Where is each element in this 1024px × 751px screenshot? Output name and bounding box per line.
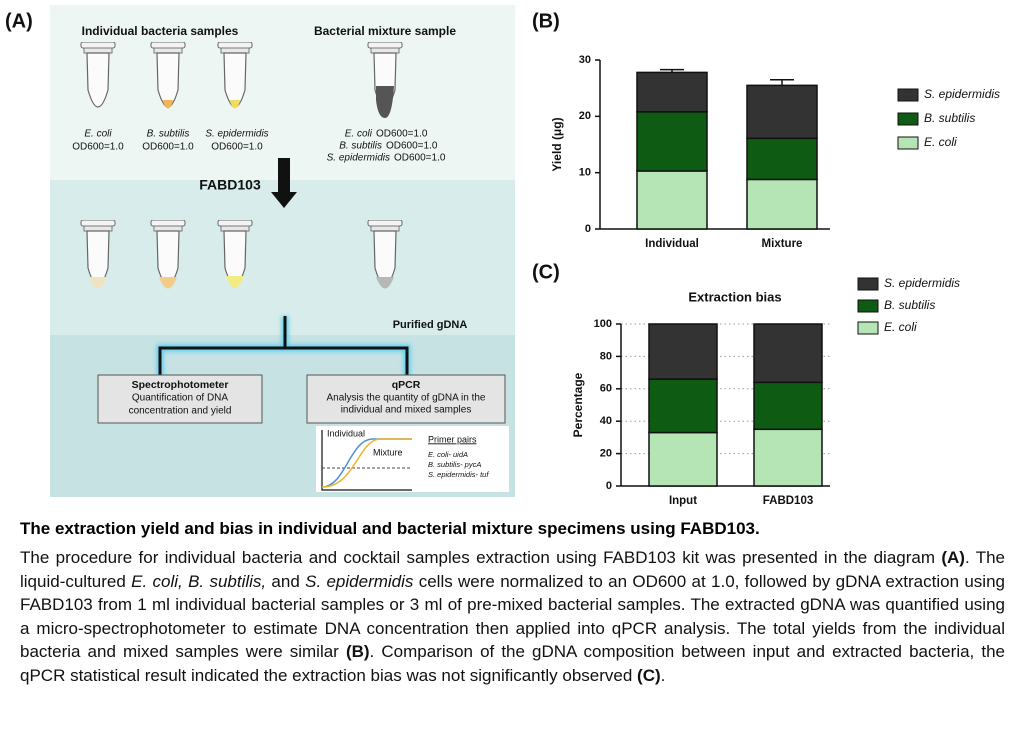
x-tick-label: Input bbox=[669, 495, 697, 507]
primer: B. subtilis- pycA bbox=[428, 460, 481, 469]
inset-label: Mixture bbox=[373, 447, 403, 457]
bar-segment bbox=[753, 323, 823, 384]
legend-label: E. coli bbox=[924, 135, 957, 149]
box-text: Quantification of DNA bbox=[132, 393, 228, 404]
legend-label: S. epidermidis bbox=[884, 276, 960, 290]
tube-species: S. epidermidis bbox=[205, 129, 268, 140]
tube-od: OD600=1.0 bbox=[211, 142, 263, 153]
caption-text: The procedure for individual bacteria an… bbox=[20, 548, 942, 567]
bar-segment bbox=[753, 428, 823, 487]
box-text: Analysis the quantity of gDNA in the bbox=[327, 393, 486, 404]
y-tick-label: 0 bbox=[585, 223, 591, 235]
bar-segment bbox=[636, 111, 708, 172]
bar-segment bbox=[746, 84, 818, 140]
y-tick-label: 0 bbox=[606, 480, 612, 492]
caption-species: E. coli, B. subtilis, bbox=[131, 571, 267, 591]
tube-od: OD600=1.0 bbox=[376, 129, 428, 140]
tube-od: OD600=1.0 bbox=[394, 153, 446, 164]
caption-text: . The liquid-cultured bbox=[20, 548, 1005, 591]
caption-title: The extraction yield and bias in individ… bbox=[20, 519, 760, 538]
panel-label: (C) bbox=[532, 261, 560, 283]
tube-species: E. coli bbox=[345, 129, 373, 140]
inset-label: Individual bbox=[327, 428, 365, 438]
caption-body: The procedure for individual bacteria an… bbox=[20, 546, 1005, 687]
tubes bbox=[80, 42, 403, 289]
legend-label: E. coli bbox=[884, 320, 917, 334]
y-tick-label: 40 bbox=[600, 415, 612, 427]
error-bar bbox=[770, 78, 794, 86]
y-axis-label: Percentage bbox=[571, 372, 585, 437]
tube-species: B. subtilis bbox=[147, 129, 190, 140]
legend-swatch bbox=[897, 88, 919, 102]
panel-label: (B) bbox=[532, 10, 560, 32]
legend-label: B. subtilis bbox=[884, 298, 935, 312]
kit-label: FABD103 bbox=[199, 177, 261, 193]
bar-segment bbox=[636, 170, 708, 230]
caption-text: and bbox=[266, 571, 306, 591]
bar-segment bbox=[746, 137, 818, 181]
box-title: qPCR bbox=[392, 379, 421, 391]
x-tick-label: Mixture bbox=[762, 238, 803, 250]
chart-title: Extraction bias bbox=[688, 289, 781, 304]
x-tick-label: FABD103 bbox=[763, 495, 814, 507]
box bbox=[97, 374, 263, 424]
legend-swatch bbox=[857, 299, 879, 313]
caption-ref: (C) bbox=[637, 665, 661, 685]
y-tick-label: 20 bbox=[579, 110, 591, 122]
y-axis-label: Yield (μg) bbox=[550, 117, 564, 171]
primer-title: Primer pairs bbox=[428, 434, 477, 444]
box bbox=[306, 374, 506, 424]
error-bar bbox=[660, 68, 684, 73]
panel-label: (A) bbox=[5, 10, 33, 32]
box-text: concentration and yield bbox=[129, 406, 232, 417]
caption-text: . bbox=[660, 665, 666, 685]
y-tick-label: 30 bbox=[579, 54, 591, 66]
caption-species: S. epidermidis bbox=[305, 571, 414, 591]
caption-text: . Comparison of the gDNA composition bet… bbox=[20, 642, 1005, 685]
qpcr-inset bbox=[316, 426, 509, 492]
arrow bbox=[271, 158, 297, 208]
step-label: Purified gDNA bbox=[393, 319, 468, 331]
section-bg bbox=[50, 5, 515, 180]
primer: S. epidermidis- tuf bbox=[428, 470, 489, 479]
y-tick-label: 10 bbox=[579, 167, 591, 179]
legend-label: B. subtilis bbox=[924, 111, 975, 125]
tube-od: OD600=1.0 bbox=[72, 142, 124, 153]
bracket bbox=[156, 316, 411, 376]
primer: E. coli- uidA bbox=[428, 450, 468, 459]
x-tick-label: Individual bbox=[645, 238, 699, 250]
y-tick-label: 60 bbox=[600, 383, 612, 395]
bar-segment bbox=[636, 71, 708, 113]
y-tick-label: 100 bbox=[594, 318, 612, 330]
tube-species: E. coli bbox=[84, 129, 112, 140]
legend-swatch bbox=[857, 277, 879, 291]
bar-segment bbox=[753, 381, 823, 431]
tube-od: OD600=1.0 bbox=[386, 141, 438, 152]
legend-swatch bbox=[897, 112, 919, 126]
legend-swatch bbox=[857, 321, 879, 335]
tube-od: OD600=1.0 bbox=[142, 142, 194, 153]
bar-segment bbox=[746, 178, 818, 230]
tube-species: S. epidermidis bbox=[327, 153, 390, 164]
heading: Individual bacteria samples bbox=[82, 24, 239, 38]
heading: Bacterial mixture sample bbox=[314, 24, 456, 38]
bar-segment bbox=[648, 323, 718, 380]
legend-swatch bbox=[897, 136, 919, 150]
bar-segment bbox=[648, 378, 718, 434]
caption-ref: (B) bbox=[345, 642, 370, 661]
y-tick-label: 20 bbox=[600, 448, 612, 460]
bar-segment bbox=[648, 431, 718, 487]
tube-species: B. subtilis bbox=[339, 141, 382, 152]
legend-label: S. epidermidis bbox=[924, 87, 1000, 101]
box-text: individual and mixed samples bbox=[341, 405, 472, 416]
y-tick-label: 80 bbox=[600, 350, 612, 362]
caption-ref: (A) bbox=[941, 548, 965, 567]
caption-text: cells were normalized to an OD600 at 1.0… bbox=[20, 571, 1005, 662]
box-title: Spectrophotometer bbox=[132, 379, 229, 391]
